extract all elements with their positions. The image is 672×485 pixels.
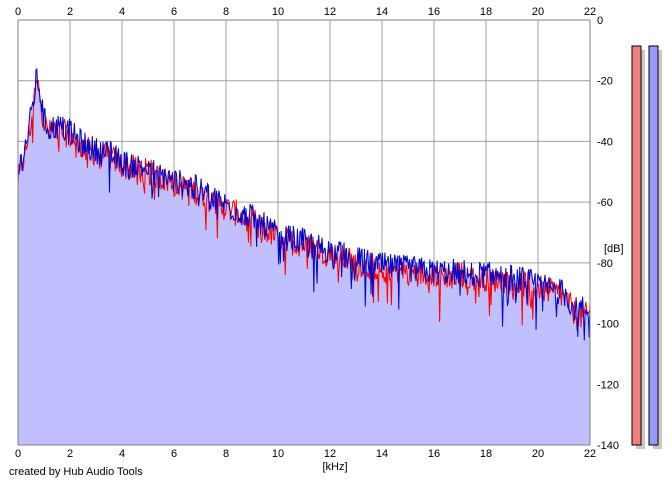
x-tick-label: 2 (67, 448, 73, 460)
x-tick-label: 6 (171, 6, 177, 18)
credit-text: created by Hub Audio Tools (9, 466, 143, 478)
x-tick-label: 0 (15, 6, 21, 18)
x-tick-label: 10 (272, 6, 284, 18)
x-axis-label: [kHz] (322, 461, 347, 473)
x-tick-label: 12 (324, 6, 336, 18)
x-tick-label: 22 (584, 448, 596, 460)
x-tick-label: 20 (532, 448, 544, 460)
x-tick-label: 2 (67, 6, 73, 18)
y-tick-label: -100 (597, 319, 619, 331)
series-line-right-channel (17, 67, 591, 341)
x-tick-label: 8 (223, 448, 229, 460)
x-tick-labels-top: 0 2 4 6 8 10 12 14 16 18 20 22 (15, 6, 596, 18)
series-line-left-channel (17, 79, 591, 331)
y-axis-label: [dB] (604, 243, 624, 255)
y-tick-label: -20 (597, 76, 613, 88)
x-tick-label: 16 (428, 6, 440, 18)
x-tick-label: 10 (272, 448, 284, 460)
x-tick-label: 6 (171, 448, 177, 460)
y-tick-label: -40 (597, 136, 613, 148)
spectrum-fill-area (18, 69, 590, 445)
x-tick-label: 22 (584, 6, 596, 18)
meter-right-bar (648, 45, 659, 446)
x-tick-label: 0 (15, 448, 21, 460)
x-tick-label: 14 (376, 6, 388, 18)
x-tick-label: 18 (480, 6, 492, 18)
x-tick-label: 12 (324, 448, 336, 460)
level-meters (631, 45, 662, 449)
y-tick-label: -60 (597, 197, 613, 209)
x-tick-label: 18 (480, 448, 492, 460)
y-tick-label: -140 (597, 440, 619, 452)
x-tick-label: 4 (119, 6, 125, 18)
x-tick-label: 8 (223, 6, 229, 18)
x-tick-label: 4 (119, 448, 125, 460)
x-tick-label: 16 (428, 448, 440, 460)
y-tick-label: -120 (597, 379, 619, 391)
y-tick-label: 0 (597, 15, 603, 27)
x-tick-label: 20 (532, 6, 544, 18)
meter-left-bar (631, 45, 642, 446)
y-tick-label: -80 (597, 258, 613, 270)
plot-border (17, 19, 591, 446)
x-tick-labels-bottom: 0 2 4 6 8 10 12 14 16 18 20 22 (15, 448, 596, 460)
y-tick-labels: 0 -20 -40 -60 -80 -100 -120 -140 (597, 15, 619, 452)
x-tick-label: 14 (376, 448, 388, 460)
